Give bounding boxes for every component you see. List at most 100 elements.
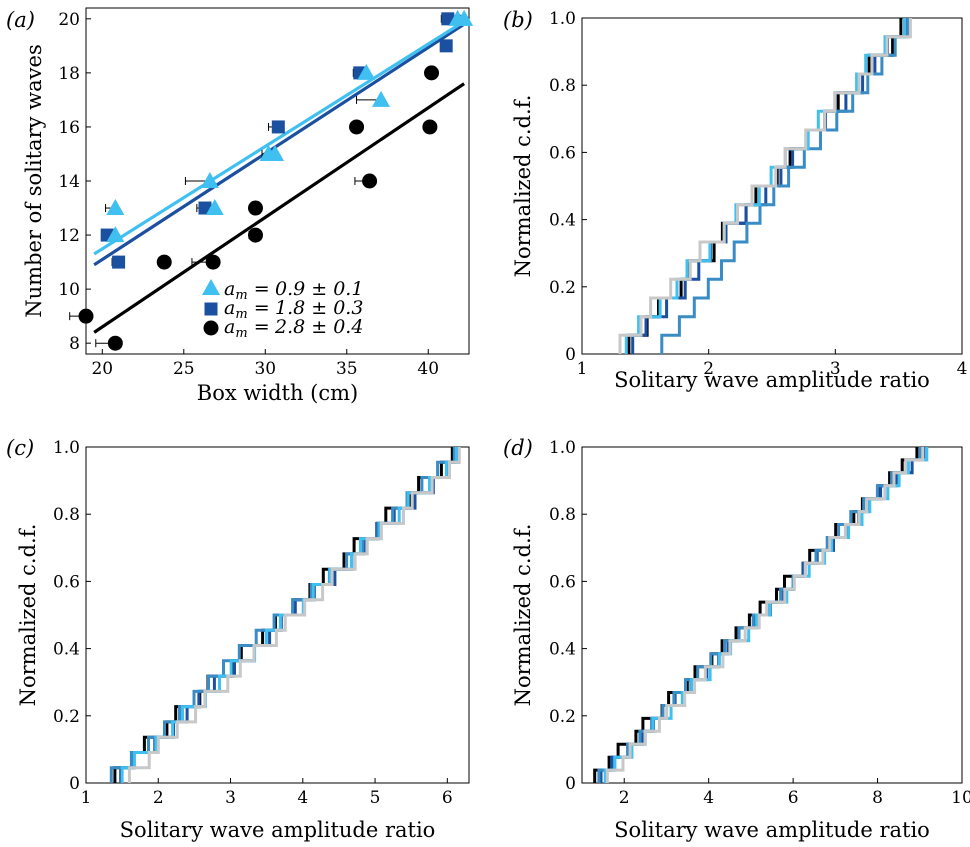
x-tick-label-d-4: 10 — [951, 788, 970, 808]
panel-label-c: (c) — [6, 436, 34, 460]
legend-entry-2: am = 1.8 ± 0.3 — [204, 297, 363, 322]
y-tick-label-a-3: 14 — [58, 172, 80, 192]
ticks-a: 20 25 30 35 40 8 10 12 14 16 18 20 — [58, 10, 439, 379]
data-point-circle-5 — [247, 227, 263, 243]
panel-label-b: (b) — [503, 8, 533, 32]
y-tick-label-b-5: 1.0 — [549, 9, 576, 29]
x-tick-label-c-4: 5 — [370, 788, 381, 808]
cdf-series-b-4 — [618, 18, 912, 354]
data-point-triangle-0 — [106, 199, 125, 216]
y-tick-label-b-1: 0.2 — [549, 278, 576, 298]
y-tick-label-c-0: 0 — [69, 774, 80, 794]
y-tick-label-b-0: 0 — [565, 345, 576, 365]
x-tick-label-a-3: 35 — [336, 359, 358, 379]
y-tick-label-d-3: 0.6 — [549, 572, 576, 592]
y-axis-label-d: Normalized c.d.f. — [511, 524, 535, 707]
x-tick-label-d-2: 6 — [788, 788, 799, 808]
x-axis-label-a: Box width (cm) — [197, 381, 358, 405]
data-point-square-3 — [271, 120, 285, 134]
legend-symbol-1: am = — [224, 278, 270, 303]
cdf-lines-c — [109, 447, 461, 783]
cdf-series-d-4 — [605, 447, 925, 783]
x-tick-label-a-0: 20 — [91, 359, 113, 379]
y-tick-label-c-1: 0.2 — [53, 707, 80, 727]
y-tick-label-b-2: 0.4 — [549, 211, 576, 231]
y-tick-label-a-6: 20 — [58, 10, 80, 30]
legend-marker-circle — [203, 320, 219, 336]
x-axis-label-c: Solitary wave amplitude ratio — [120, 818, 436, 842]
y-tick-label-d-0: 0 — [565, 774, 576, 794]
data-point-triangle-7 — [371, 90, 390, 107]
y-tick-label-c-2: 0.4 — [53, 640, 80, 660]
y-tick-label-a-4: 16 — [58, 118, 80, 138]
data-point-circle-8 — [424, 65, 440, 81]
ticks-b: 1 2 3 4 0 0.2 0.4 0.6 0.8 1.0 — [549, 9, 967, 379]
x-tick-label-d-0: 2 — [619, 788, 630, 808]
data-point-circle-6 — [349, 119, 365, 135]
cdf-series-c-4 — [127, 447, 461, 783]
y-tick-label-a-2: 12 — [58, 226, 80, 246]
panel-d: (d) 2 4 6 8 10 0 0.2 0.4 0.6 0.8 1.0 Solitary wave… — [503, 436, 970, 842]
legend-text-1: 0.9 ± 0.1 — [275, 278, 363, 300]
data-point-circle-9 — [422, 119, 438, 135]
x-tick-label-c-0: 1 — [81, 788, 92, 808]
data-point-triangle-9 — [455, 9, 474, 26]
y-tick-label-a-0: 8 — [69, 334, 80, 354]
y-tick-label-b-3: 0.6 — [549, 143, 576, 163]
plot-frame-b — [581, 17, 963, 355]
data-point-triangle-5 — [266, 144, 285, 161]
cdf-lines-b — [618, 18, 912, 354]
ticks-d: 2 4 6 8 10 0 0.2 0.4 0.6 0.8 1.0 — [549, 438, 970, 808]
fit-line-triangle — [93, 20, 465, 256]
y-tick-label-d-4: 0.8 — [549, 505, 576, 525]
y-tick-label-d-2: 0.4 — [549, 640, 576, 660]
panel-label-d: (d) — [503, 436, 533, 460]
x-axis-label-b: Solitary wave amplitude ratio — [614, 368, 930, 392]
x-tick-label-c-1: 2 — [153, 788, 164, 808]
x-axis-label-d: Solitary wave amplitude ratio — [614, 818, 930, 842]
panel-b: (b) 1 2 3 4 0 0.2 0.4 0.6 0.8 1.0 Solitary wave a… — [503, 8, 967, 392]
data-point-triangle-6 — [357, 63, 376, 80]
fit-line-square — [93, 22, 465, 267]
x-tick-label-c-5: 6 — [442, 788, 453, 808]
x-tick-label-b-2: 3 — [830, 359, 841, 379]
y-axis-label-b: Normalized c.d.f. — [511, 95, 535, 278]
legend-text-3: 2.8 ± 0.4 — [274, 316, 363, 338]
data-point-circle-7 — [362, 173, 378, 189]
ticks-c: 1 2 3 4 5 6 0 0.2 0.4 0.6 0.8 1.0 — [53, 438, 453, 808]
y-tick-label-c-5: 1.0 — [53, 438, 80, 458]
legend-a: am = 0.9 ± 0.1 am = 1.8 ± 0.3 am = 2.8 ±… — [202, 278, 363, 341]
y-tick-label-d-5: 1.0 — [549, 438, 576, 458]
legend-marker-triangle — [202, 279, 220, 295]
x-tick-label-b-3: 4 — [957, 359, 968, 379]
plot-frame-c — [85, 446, 470, 784]
y-tick-label-c-3: 0.6 — [53, 572, 80, 592]
data-point-triangle-2 — [200, 172, 219, 188]
data-point-circle-4 — [247, 200, 263, 216]
x-tick-label-a-1: 25 — [173, 359, 195, 379]
data-point-triangle-1 — [106, 226, 125, 243]
panel-a: (a) 20 25 30 35 40 8 10 12 14 16 18 20 Box width (c… — [6, 7, 474, 405]
fit-lines-a — [93, 20, 466, 334]
y-tick-label-a-5: 18 — [58, 64, 80, 84]
legend-text-2: 1.8 ± 0.3 — [275, 297, 363, 319]
x-tick-label-b-1: 2 — [703, 359, 714, 379]
x-tick-label-a-2: 30 — [254, 359, 276, 379]
data-point-circle-3 — [205, 254, 221, 270]
y-tick-label-b-4: 0.8 — [549, 76, 576, 96]
y-axis-label-c: Normalized c.d.f. — [16, 524, 40, 707]
legend-marker-square — [204, 302, 218, 316]
legend-entry-3: am = 2.8 ± 0.4 — [203, 316, 363, 341]
data-point-square-1 — [112, 255, 126, 269]
data-point-square-6 — [439, 39, 453, 53]
x-tick-label-c-2: 3 — [225, 788, 236, 808]
fit-line-circle — [93, 82, 466, 334]
data-point-circle-2 — [156, 254, 172, 270]
x-tick-label-d-3: 8 — [872, 788, 883, 808]
x-tick-label-a-4: 40 — [417, 359, 439, 379]
legend-symbol-3: am = — [224, 316, 270, 341]
markers-a — [78, 9, 474, 351]
data-point-circle-1 — [107, 335, 123, 351]
data-point-triangle-3 — [205, 199, 224, 216]
